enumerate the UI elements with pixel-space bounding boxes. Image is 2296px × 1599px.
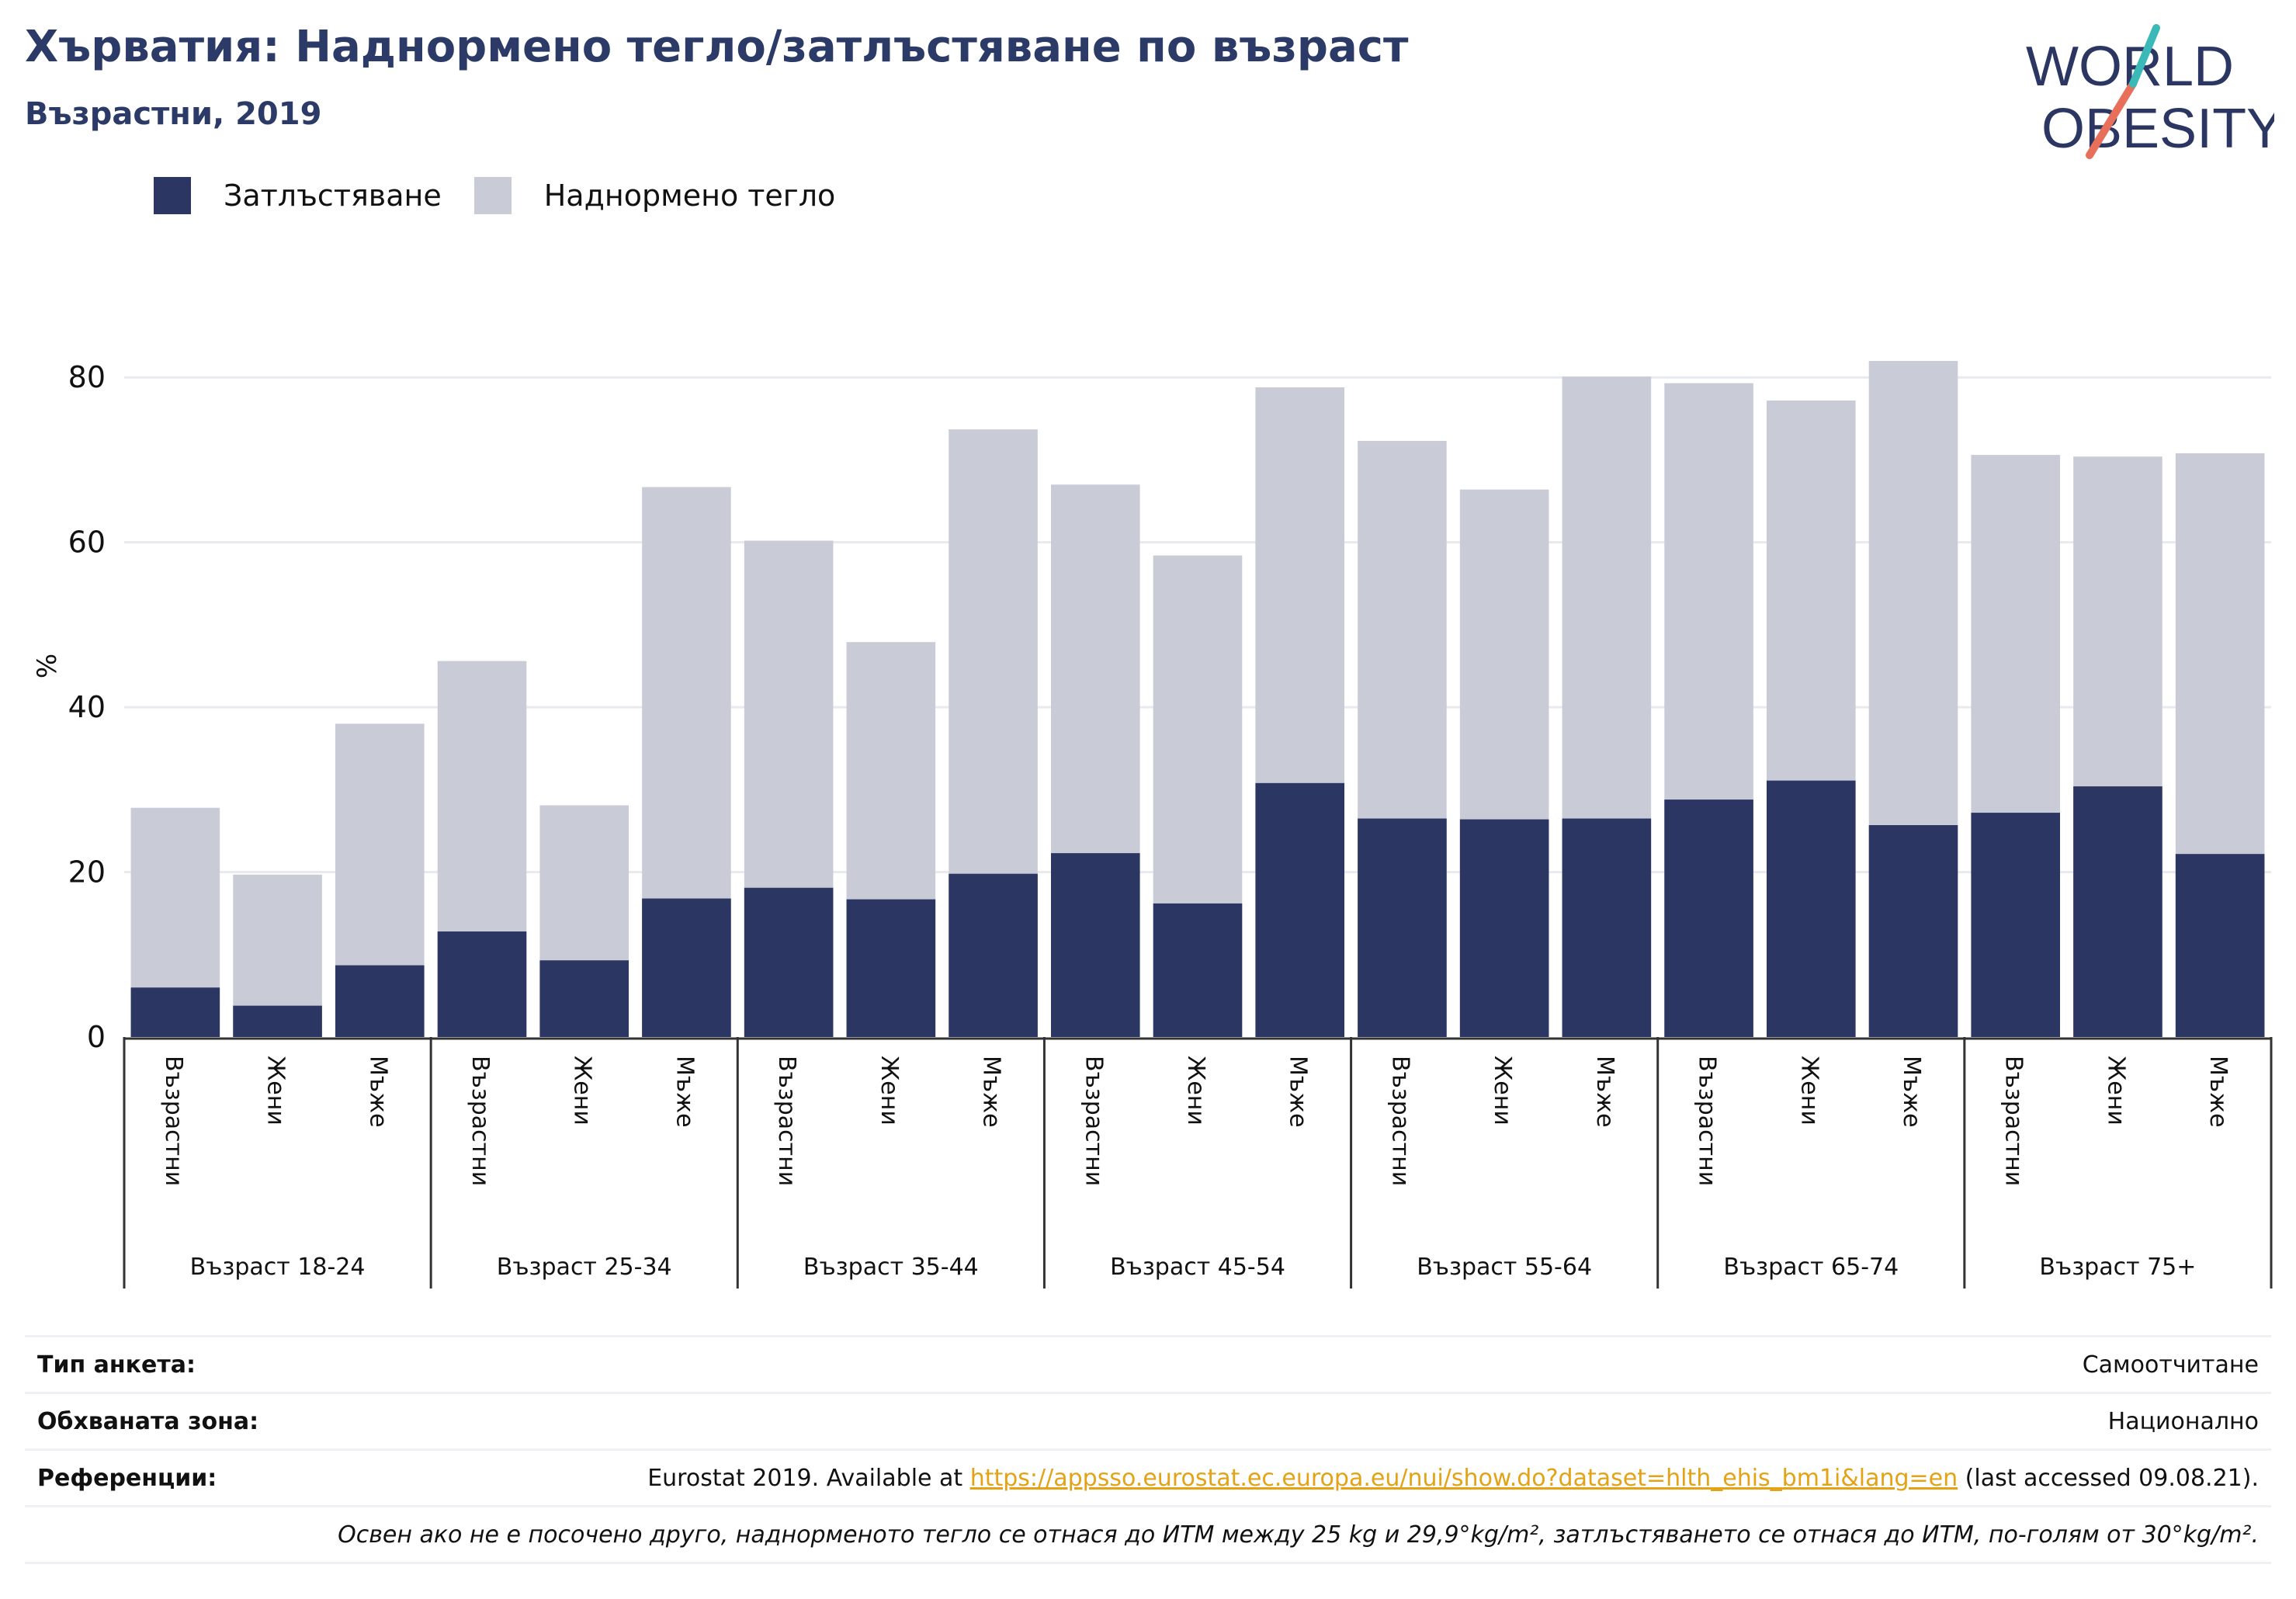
coverage-value: Национално <box>2107 1408 2259 1435</box>
bar-obesity <box>846 899 936 1037</box>
category-label: Възрастни <box>2000 1056 2027 1186</box>
category-label: Жени <box>262 1056 290 1126</box>
bar-obesity <box>130 987 220 1037</box>
y-tick-label: 20 <box>68 855 106 890</box>
references-link[interactable]: https://appsso.eurostat.ec.europa.eu/nui… <box>969 1465 1958 1492</box>
y-tick-label: 0 <box>87 1020 106 1054</box>
group-label: Възраст 25-34 <box>497 1254 672 1281</box>
category-label: Жени <box>876 1056 903 1126</box>
survey-type-value: Самоотчитане <box>2082 1351 2259 1379</box>
bar-obesity <box>949 873 1038 1037</box>
category-label: Жени <box>2102 1056 2129 1126</box>
category-label: Мъже <box>364 1056 391 1128</box>
bar-obesity <box>335 965 425 1037</box>
y-tick-label: 60 <box>68 525 106 560</box>
meta-row-survey-type: Тип анкета: Самоотчитане <box>25 1335 2271 1392</box>
group-label: Възраст 45-54 <box>1110 1254 1285 1281</box>
bar-obesity <box>642 898 731 1037</box>
meta-row-note: Освен ако не е посочено друго, наднормен… <box>25 1505 2271 1564</box>
bar-obesity <box>2175 854 2265 1037</box>
bar-obesity <box>2073 786 2162 1037</box>
legend-item-overweight: Наднормено тегло <box>473 177 836 214</box>
group-label: Възраст 35-44 <box>803 1254 979 1281</box>
category-label: Мъже <box>1898 1056 1925 1128</box>
bar-chart: 0 20 40 60 80% Възрастни Жени Мъже Възраст 18-24… <box>32 360 2273 1289</box>
world-obesity-logo: WORLD OBESITY <box>2026 24 2274 160</box>
category-label: Мъже <box>1285 1056 1312 1128</box>
legend-label-overweight: Наднормено тегло <box>543 179 836 213</box>
bar-obesity <box>539 960 629 1037</box>
category-label: Мъже <box>978 1056 1005 1128</box>
y-tick-label: 40 <box>68 690 106 724</box>
legend-swatch-obesity <box>154 177 191 214</box>
bar-obesity <box>1050 853 1140 1037</box>
chart-title: Хърватия: Наднормено тегло/затлъстяване … <box>25 22 1409 72</box>
category-label: Възрастни <box>160 1056 187 1186</box>
bar-obesity <box>1766 780 1856 1037</box>
bar-obesity <box>1255 782 1345 1037</box>
references-label: Референции: <box>37 1465 217 1492</box>
category-label: Мъже <box>1591 1056 1618 1128</box>
bar-obesity <box>1664 800 1753 1037</box>
group-label: Възраст 65-74 <box>1723 1254 1899 1281</box>
legend-item-obesity: Затлъстяване <box>154 177 442 214</box>
meta-row-references: Референции: Eurostat 2019. Available at … <box>25 1448 2271 1505</box>
category-label: Жени <box>569 1056 596 1126</box>
logo-line2: OBESITY <box>2041 98 2274 160</box>
legend-label-obesity: Затлъстяване <box>224 179 442 213</box>
legend: Затлъстяване Наднормено тегло <box>154 177 868 214</box>
category-label: Възрастни <box>466 1056 494 1186</box>
category-label: Възрастни <box>1386 1056 1413 1186</box>
category-label: Жени <box>1489 1056 1516 1126</box>
bar-obesity <box>744 887 834 1037</box>
category-label: Мъже <box>2204 1056 2232 1128</box>
bar-obesity <box>1868 825 1958 1037</box>
category-label: Възрастни <box>773 1056 800 1186</box>
bar-obesity <box>1459 819 1549 1037</box>
category-label: Възрастни <box>1694 1056 1721 1186</box>
y-tick-label: 80 <box>68 360 106 394</box>
definition-note: Освен ако не е посочено друго, наднормен… <box>338 1521 2259 1549</box>
bar-obesity <box>1971 813 2061 1037</box>
survey-type-label: Тип анкета: <box>37 1351 196 1379</box>
group-label: Възраст 18-24 <box>190 1254 366 1281</box>
bar-obesity <box>1562 818 1652 1037</box>
meta-row-coverage: Обхваната зона: Национално <box>25 1392 2271 1448</box>
group-label: Възраст 55-64 <box>1417 1254 1592 1281</box>
survey-metadata: Тип анкета: Самоотчитане Обхваната зона:… <box>25 1335 2271 1564</box>
category-label: Възрастни <box>1080 1056 1107 1186</box>
bar-obesity <box>233 1005 322 1037</box>
bar-obesity <box>1358 818 1447 1037</box>
group-label: Възраст 75+ <box>2039 1254 2196 1281</box>
references-suffix: (last accessed 09.08.21). <box>1958 1465 2259 1492</box>
references-prefix: Eurostat 2019. Available at <box>647 1465 970 1492</box>
coverage-label: Обхваната зона: <box>37 1408 259 1435</box>
legend-swatch-overweight <box>473 177 512 214</box>
y-axis-label: % <box>32 654 63 678</box>
references-value: Eurostat 2019. Available at https://apps… <box>647 1465 2259 1492</box>
category-label: Жени <box>1795 1056 1823 1126</box>
bar-obesity <box>1153 903 1243 1037</box>
bar-obesity <box>437 931 527 1037</box>
chart-subtitle: Възрастни, 2019 <box>25 96 322 132</box>
category-label: Жени <box>1182 1056 1209 1126</box>
category-label: Мъже <box>671 1056 698 1128</box>
